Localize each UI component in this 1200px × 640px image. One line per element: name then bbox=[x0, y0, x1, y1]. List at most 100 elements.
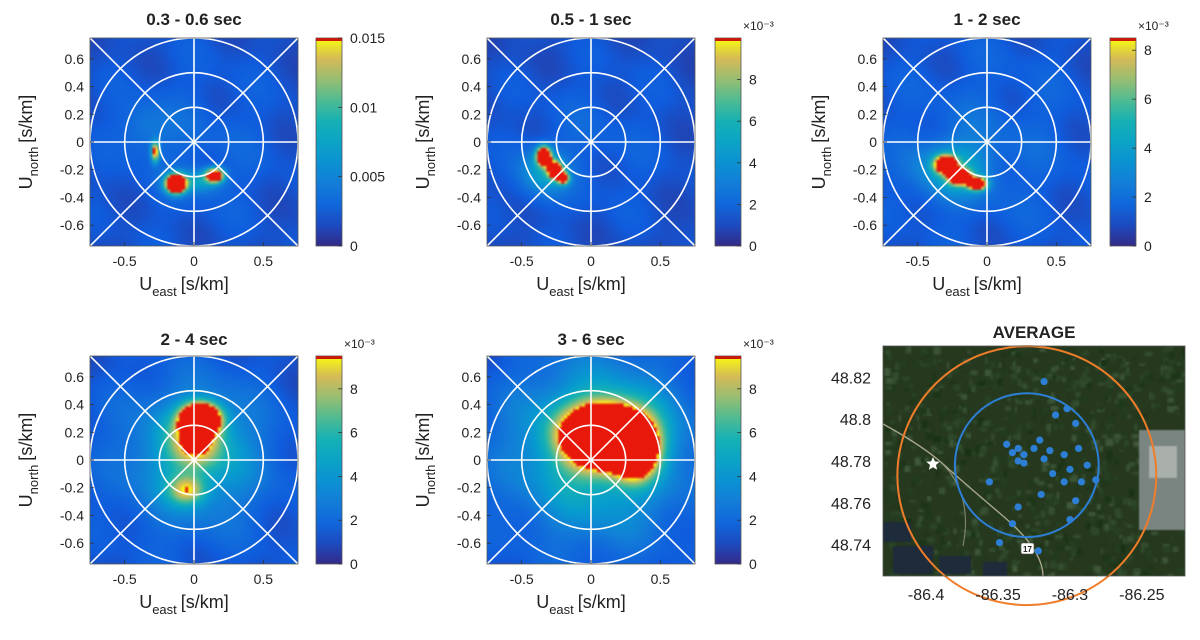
y-tick-label: 0 bbox=[76, 452, 84, 468]
y-tick-label: 0.4 bbox=[462, 397, 482, 413]
colorbar-tick-label: 6 bbox=[749, 113, 757, 129]
colorbar-saturation-cap bbox=[316, 356, 342, 359]
colorbar: 8 6 4 2 0 ×10⁻³ bbox=[714, 19, 774, 254]
y-tick-label: 0.6 bbox=[65, 51, 85, 67]
station-point bbox=[985, 478, 994, 486]
grid-spoke bbox=[90, 356, 298, 564]
colorbar: 8 6 4 2 0 ×10⁻³ bbox=[1109, 19, 1169, 254]
station-point bbox=[1046, 446, 1054, 455]
map-title: AVERAGE bbox=[993, 323, 1076, 342]
station-point bbox=[1014, 457, 1022, 465]
longitude-tick-label: -86.35 bbox=[975, 587, 1020, 604]
y-tick-label: 0.4 bbox=[65, 397, 85, 413]
x-axis-label: Ueast [s/km] bbox=[139, 592, 229, 617]
road-shield-icon: 17 bbox=[1020, 542, 1035, 555]
station-point bbox=[1008, 449, 1017, 457]
y-axis-label: Unorth[s/km] bbox=[413, 413, 438, 508]
colorbar-tick-label: 0.01 bbox=[350, 99, 377, 115]
station-point bbox=[1066, 465, 1074, 473]
x-tick-label: 0.5 bbox=[254, 253, 274, 269]
station-point bbox=[1060, 478, 1068, 486]
panel-title: 0.5 - 1 sec bbox=[550, 10, 631, 29]
colorbar-gradient bbox=[1109, 37, 1137, 247]
colorbar-tick-label: 8 bbox=[749, 381, 757, 397]
x-tick-label: 0.5 bbox=[1047, 253, 1067, 269]
y-axis-label: Unorth[s/km] bbox=[809, 95, 834, 190]
x-tick-label: 0 bbox=[587, 253, 595, 269]
y-tick-label: 0 bbox=[473, 452, 481, 468]
colorbar-tick-label: 4 bbox=[1144, 140, 1152, 156]
colorbar-exponent-label: ×10⁻³ bbox=[743, 19, 774, 33]
station-point bbox=[1040, 455, 1048, 463]
y-tick-label: 0.4 bbox=[65, 79, 85, 95]
x-axis-label: Ueast [s/km] bbox=[536, 592, 626, 617]
satellite-basemap bbox=[883, 346, 1185, 576]
colorbar-tick-label: 6 bbox=[749, 425, 757, 441]
colorbar: 8 6 4 2 0 ×10⁻³ bbox=[315, 337, 375, 572]
polar-grid bbox=[487, 356, 695, 564]
latitude-tick-label: 48.76 bbox=[831, 496, 871, 513]
station-point bbox=[1066, 515, 1074, 524]
colorbar-tick-label: 2 bbox=[749, 196, 757, 212]
x-tick-label: 0.5 bbox=[651, 253, 671, 269]
colorbar-tick-label: 2 bbox=[1144, 189, 1152, 205]
colorbar-saturation-cap bbox=[715, 356, 741, 359]
x-tick-label: 0.5 bbox=[651, 571, 671, 587]
colorbar-tick-label: 0.015 bbox=[350, 30, 385, 46]
y-tick-label: -0.2 bbox=[457, 162, 481, 178]
station-point bbox=[1074, 444, 1083, 453]
y-tick-label: -0.6 bbox=[60, 535, 84, 551]
station-point bbox=[1008, 520, 1017, 528]
latitude-tick-label: 48.74 bbox=[831, 538, 871, 555]
longitude-tick-label: -86.3 bbox=[1052, 587, 1089, 604]
y-tick-label: -0.2 bbox=[60, 162, 84, 178]
colorbar-tick-label: 2 bbox=[350, 512, 358, 528]
y-tick-label: -0.2 bbox=[457, 480, 481, 496]
star-icon bbox=[926, 457, 940, 470]
station-point bbox=[1014, 444, 1022, 453]
station-point bbox=[1034, 547, 1042, 555]
x-tick-label: 0 bbox=[190, 253, 198, 269]
station-point bbox=[1060, 451, 1068, 459]
latitude-tick-label: 48.82 bbox=[831, 370, 871, 387]
y-tick-label: 0.4 bbox=[858, 79, 878, 95]
station-point bbox=[1051, 411, 1060, 419]
y-axis-label: Unorth[s/km] bbox=[16, 95, 41, 190]
y-tick-label: -0.2 bbox=[60, 480, 84, 496]
map-frame bbox=[882, 345, 1186, 577]
station-point bbox=[1020, 459, 1028, 467]
x-tick-label: -0.5 bbox=[510, 253, 534, 269]
longitude-tick-label: -86.25 bbox=[1119, 587, 1164, 604]
colorbar-tick-label: 0 bbox=[350, 556, 358, 572]
x-tick-label: -0.5 bbox=[113, 253, 137, 269]
x-tick-label: -0.5 bbox=[906, 253, 930, 269]
colorbar-tick-label: 0 bbox=[749, 556, 757, 572]
colorbar-tick-label: 6 bbox=[1144, 91, 1152, 107]
x-axis-label: Ueast [s/km] bbox=[932, 274, 1022, 299]
heatmap-panel-1: 0.3 - 0.6 sec 0.6 0.4 0.2 0 -0.2 -0.4 -0.6 -0.5 0… bbox=[16, 10, 385, 299]
y-tick-label: -0.6 bbox=[60, 217, 84, 233]
y-axis-label: Unorth[s/km] bbox=[413, 95, 438, 190]
colorbar-saturation-cap bbox=[1110, 38, 1136, 41]
panel-title: 2 - 4 sec bbox=[160, 330, 227, 349]
x-tick-label: 0 bbox=[190, 571, 198, 587]
colorbar-tick-label: 6 bbox=[350, 425, 358, 441]
secondary-road bbox=[942, 463, 966, 547]
x-tick-label: 0.5 bbox=[254, 571, 274, 587]
y-tick-label: 0.6 bbox=[462, 51, 482, 67]
station-point bbox=[1092, 476, 1100, 484]
y-tick-label: 0.2 bbox=[65, 106, 85, 122]
y-tick-label: -0.4 bbox=[853, 189, 877, 205]
heatmap-panel-4: 2 - 4 sec 0.6 0.4 0.2 0 -0.2 -0.4 -0.6 -0.5 0 0.5 U… bbox=[16, 330, 375, 617]
x-tick-label: 0 bbox=[587, 571, 595, 587]
colorbar: 8 6 4 2 0 ×10⁻³ bbox=[714, 337, 774, 572]
colorbar-gradient bbox=[714, 37, 742, 247]
colorbar-tick-label: 8 bbox=[350, 381, 358, 397]
colorbar-saturation-cap bbox=[316, 38, 342, 41]
y-tick-label: -0.6 bbox=[853, 217, 877, 233]
colorbar-tick-label: 8 bbox=[749, 72, 757, 88]
x-axis-label: Ueast [s/km] bbox=[139, 274, 229, 299]
polar-grid bbox=[487, 38, 695, 246]
grid-spoke bbox=[883, 38, 1091, 246]
